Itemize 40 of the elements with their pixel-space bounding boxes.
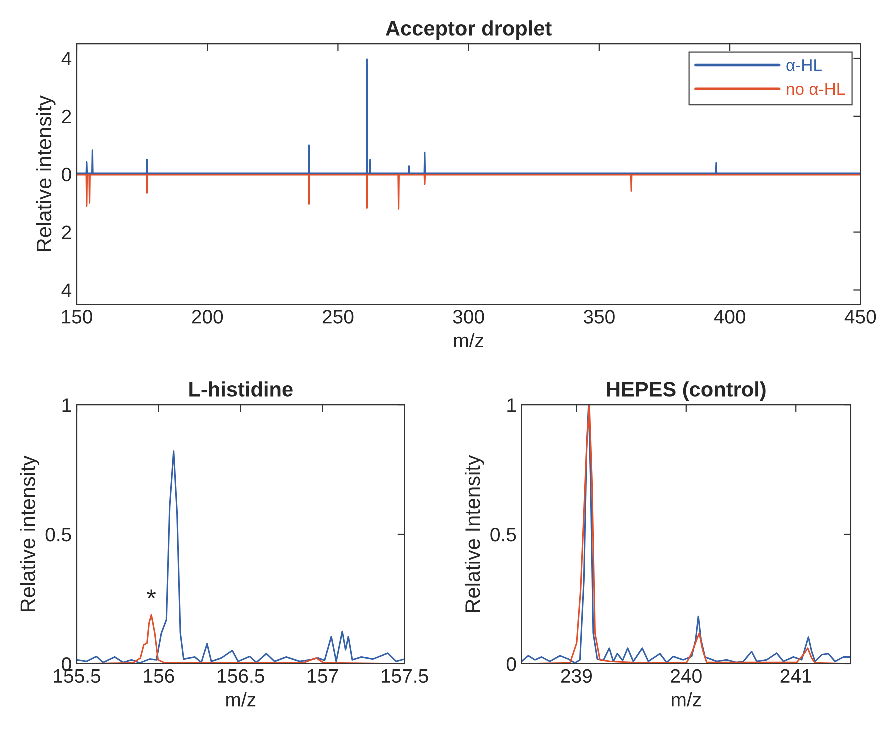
chart-title: Acceptor droplet [386,20,552,40]
x-tick-label: 156.5 [218,669,264,684]
y-tick-label: 2 [62,110,72,124]
y-tick-label: 0 [506,657,516,672]
x-tick-label: 300 [453,310,484,324]
y-tick-label: 1 [62,398,72,412]
x-tick-label: 241 [780,669,812,683]
x-tick-label: 157.5 [382,670,428,684]
y-tick-label: 4 [62,52,72,66]
y-axis-title: Relative intensity [36,96,56,252]
chart-title: L-histidine [190,382,293,397]
x-tick-label: 400 [714,310,746,324]
x-tick-label: 239 [561,669,592,684]
annotation: * [147,590,156,599]
line-series [77,58,861,174]
y-axis-title: Relative intensity [20,456,40,612]
x-tick-label: 150 [62,310,92,324]
y-axis-title: Relative Intensity [464,455,484,612]
x-tick-label: 157 [308,670,338,684]
x-tick-label: 155.5 [54,670,101,684]
x-tick-label: 250 [322,310,354,324]
x-tick-label: 350 [584,310,615,324]
y-tick-label: 0 [62,168,72,182]
line-series [77,174,861,210]
y-tick-label: 4 [62,284,72,298]
y-tick-label: 0.5 [46,528,72,542]
y-tick-label: 2 [62,226,72,240]
y-tick-label: 0.5 [490,528,516,542]
x-axis-title: m/z [454,333,484,348]
x-tick-label: 200 [192,310,224,324]
y-tick-label: 1 [508,398,516,412]
line-series [522,405,851,664]
chart-title: HEPES (control) [607,382,766,402]
text: α-HL [786,60,822,72]
x-tick-label: 450 [844,310,876,324]
x-axis-title: m/z [226,692,256,707]
x-tick-label: 156 [144,669,174,684]
x-tick-label: 240 [671,669,702,684]
text: no α-HL [787,84,846,96]
x-axis-title: m/z [672,692,702,707]
